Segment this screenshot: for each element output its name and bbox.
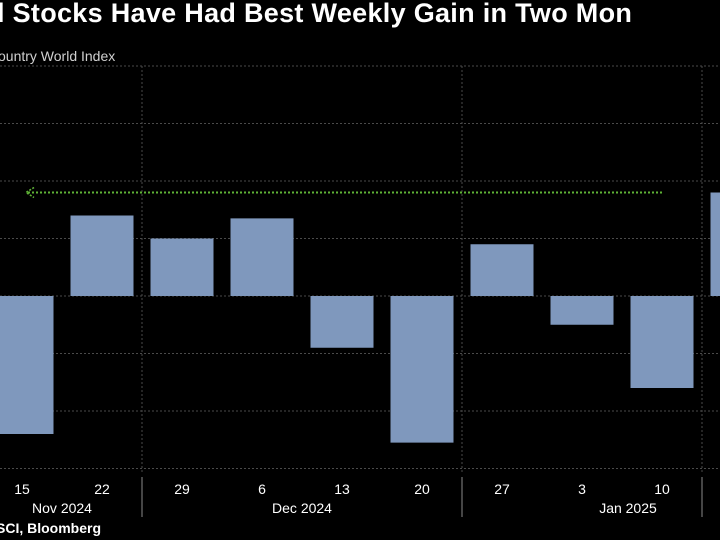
reference-line [24, 186, 663, 199]
bar [470, 244, 534, 296]
bar [150, 238, 214, 296]
source-note: SCI, Bloomberg [0, 520, 102, 536]
x-tick-label: 15 [14, 481, 30, 497]
bar [230, 218, 294, 296]
x-tick-label: 13 [334, 481, 350, 497]
bar [0, 296, 54, 434]
x-tick-label: 20 [414, 481, 430, 497]
bar [390, 296, 454, 443]
x-month-label: Dec 2024 [272, 500, 332, 516]
bars [0, 192, 720, 443]
chart-subtitle: ountry World Index [0, 48, 116, 64]
x-month-label: Nov 2024 [32, 500, 92, 516]
x-tick-label: 6 [258, 481, 266, 497]
bar [630, 296, 694, 388]
x-tick-label: 29 [174, 481, 190, 497]
bar [710, 192, 720, 296]
x-tick-label: 3 [578, 481, 586, 497]
bar [550, 296, 614, 325]
x-tick-label: 22 [94, 481, 110, 497]
x-month-label: Jan 2025 [599, 500, 657, 516]
bar [70, 215, 134, 296]
x-tick-label: 27 [494, 481, 510, 497]
chart-title: l Stocks Have Had Best Weekly Gain in Tw… [0, 0, 633, 28]
x-tick-label: 10 [654, 481, 670, 497]
bar [310, 296, 374, 348]
reference-arrow-head [24, 186, 35, 199]
